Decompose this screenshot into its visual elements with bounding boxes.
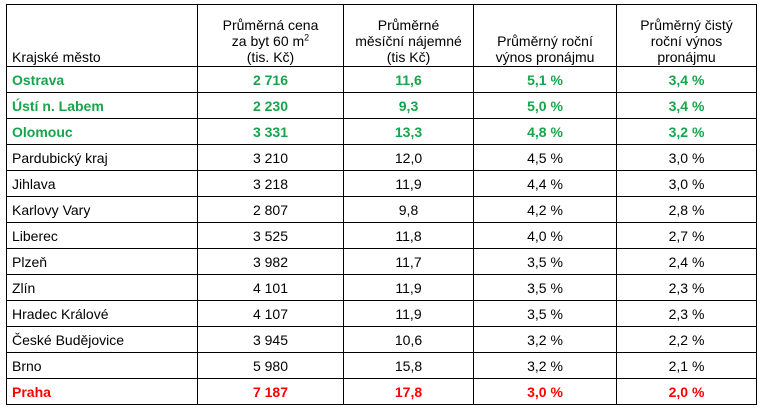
table-row: Plzeň 3 982 11,7 3,5 % 2,4 % — [6, 248, 757, 275]
header-yield: Průměrný roční výnos pronájmu — [473, 4, 617, 67]
yield-cell: 3,5 % — [473, 248, 617, 275]
city-cell: Pardubický kraj — [6, 144, 198, 171]
yield-cell: 3,2 % — [473, 326, 617, 353]
yield-cell: 4,4 % — [473, 170, 617, 197]
rent-cell: 17,8 — [343, 378, 474, 405]
table-row: Liberec 3 525 11,8 4,0 % 2,7 % — [6, 222, 757, 249]
price-cell: 3 945 — [197, 326, 344, 353]
rent-cell: 11,9 — [343, 170, 474, 197]
city-cell: Liberec — [6, 222, 198, 249]
price-cell: 2 716 — [197, 66, 344, 93]
city-cell: České Budějovice — [6, 326, 198, 353]
yield-cell: 4,2 % — [473, 196, 617, 223]
net-yield-cell: 3,0 % — [616, 170, 757, 197]
net-yield-cell: 2,4 % — [616, 248, 757, 275]
yield-cell: 4,5 % — [473, 144, 617, 171]
rent-cell: 15,8 — [343, 352, 474, 379]
city-cell: Praha — [6, 378, 198, 405]
net-yield-cell: 3,0 % — [616, 144, 757, 171]
city-cell: Karlovy Vary — [6, 196, 198, 223]
rent-cell: 11,6 — [343, 66, 474, 93]
table-row: Ostrava 2 716 11,6 5,1 % 3,4 % — [6, 66, 757, 93]
header-rent: Průměrné měsíční nájemné (tis Kč) — [343, 4, 474, 67]
table-row: Pardubický kraj 3 210 12,0 4,5 % 3,0 % — [6, 144, 757, 171]
rent-cell: 13,3 — [343, 118, 474, 145]
price-cell: 3 218 — [197, 170, 344, 197]
table-row: Karlovy Vary 2 807 9,8 4,2 % 2,8 % — [6, 196, 757, 223]
table-row: Jihlava 3 218 11,9 4,4 % 3,0 % — [6, 170, 757, 197]
yield-cell: 3,5 % — [473, 274, 617, 301]
rent-cell: 11,8 — [343, 222, 474, 249]
city-cell: Ostrava — [6, 66, 198, 93]
yield-cell: 3,5 % — [473, 300, 617, 327]
net-yield-cell: 2,0 % — [616, 378, 757, 405]
net-yield-cell: 2,8 % — [616, 196, 757, 223]
table-row: Praha 7 187 17,8 3,0 % 2,0 % — [6, 378, 757, 405]
table-row: Brno 5 980 15,8 3,2 % 2,1 % — [6, 352, 757, 379]
rental-yield-table: Krajské město Průměrná cena za byt 60 m2… — [6, 4, 757, 405]
table-row: České Budějovice 3 945 10,6 3,2 % 2,2 % — [6, 326, 757, 353]
net-yield-cell: 2,3 % — [616, 274, 757, 301]
price-cell: 5 980 — [197, 352, 344, 379]
yield-cell: 4,0 % — [473, 222, 617, 249]
net-yield-cell: 3,4 % — [616, 66, 757, 93]
net-yield-cell: 2,7 % — [616, 222, 757, 249]
rent-cell: 11,9 — [343, 300, 474, 327]
net-yield-cell: 2,1 % — [616, 352, 757, 379]
rent-cell: 11,9 — [343, 274, 474, 301]
table-row: Zlín 4 101 11,9 3,5 % 2,3 % — [6, 274, 757, 301]
table-row: Olomouc 3 331 13,3 4,8 % 3,2 % — [6, 118, 757, 145]
header-city: Krajské město — [6, 4, 198, 67]
rent-cell: 11,7 — [343, 248, 474, 275]
city-cell: Zlín — [6, 274, 198, 301]
rent-cell: 9,3 — [343, 92, 474, 119]
price-cell: 7 187 — [197, 378, 344, 405]
table-row: Ústí n. Labem 2 230 9,3 5,0 % 3,4 % — [6, 92, 757, 119]
rent-cell: 9,8 — [343, 196, 474, 223]
city-cell: Plzeň — [6, 248, 198, 275]
yield-cell: 5,1 % — [473, 66, 617, 93]
yield-cell: 3,0 % — [473, 378, 617, 405]
price-cell: 2 230 — [197, 92, 344, 119]
price-cell: 3 331 — [197, 118, 344, 145]
yield-cell: 4,8 % — [473, 118, 617, 145]
net-yield-cell: 3,4 % — [616, 92, 757, 119]
price-cell: 3 982 — [197, 248, 344, 275]
header-price: Průměrná cena za byt 60 m2 (tis. Kč) — [197, 4, 344, 67]
yield-cell: 3,2 % — [473, 352, 617, 379]
header-row: Krajské město Průměrná cena za byt 60 m2… — [6, 4, 757, 67]
city-cell: Brno — [6, 352, 198, 379]
net-yield-cell: 3,2 % — [616, 118, 757, 145]
price-cell: 3 210 — [197, 144, 344, 171]
price-cell: 3 525 — [197, 222, 344, 249]
city-cell: Olomouc — [6, 118, 198, 145]
rent-cell: 12,0 — [343, 144, 474, 171]
yield-cell: 5,0 % — [473, 92, 617, 119]
city-cell: Jihlava — [6, 170, 198, 197]
net-yield-cell: 2,3 % — [616, 300, 757, 327]
table-row: Hradec Králové 4 107 11,9 3,5 % 2,3 % — [6, 300, 757, 327]
header-net-yield: Průměrný čistý roční výnos pronájmu — [616, 4, 757, 67]
price-cell: 2 807 — [197, 196, 344, 223]
city-cell: Ústí n. Labem — [6, 92, 198, 119]
city-cell: Hradec Králové — [6, 300, 198, 327]
net-yield-cell: 2,2 % — [616, 326, 757, 353]
price-cell: 4 107 — [197, 300, 344, 327]
price-cell: 4 101 — [197, 274, 344, 301]
rent-cell: 10,6 — [343, 326, 474, 353]
